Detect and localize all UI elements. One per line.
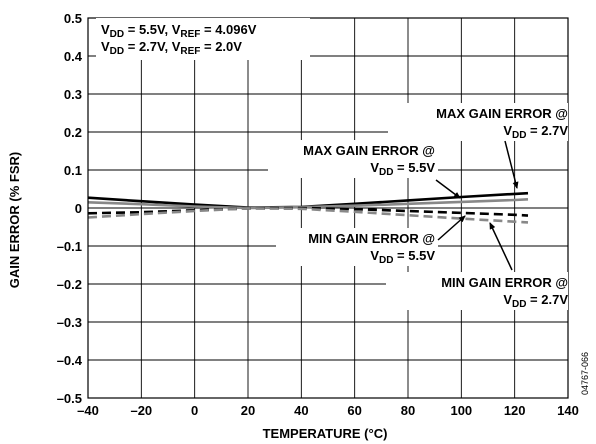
x-tick-label: 140 — [557, 403, 579, 418]
annotation-bg-min-5v5 — [276, 228, 438, 266]
y-axis-label: GAIN ERROR (% FSR) — [7, 152, 22, 289]
annotation-bg-max-5v5 — [268, 140, 438, 178]
annotation-bg-max-2v7 — [388, 103, 568, 141]
arrow-max-5v5 — [435, 179, 461, 199]
y-tick-label: –0.1 — [57, 239, 82, 254]
plot-frame — [87, 17, 569, 399]
y-tick-label: –0.4 — [57, 353, 83, 368]
y-tick-label: 0.3 — [64, 87, 82, 102]
y-tick-label: –0.2 — [57, 277, 82, 292]
y-tick-label: 0 — [75, 201, 82, 216]
x-tick-label: –40 — [77, 403, 99, 418]
y-tick-label: 0.2 — [64, 125, 82, 140]
y-tick-labels: 0.5 0.4 0.3 0.2 0.1 0 –0.1 –0.2 –0.3 –0.4 –0.5 — [57, 11, 83, 406]
annotation-bg-min-2v7 — [386, 272, 568, 310]
x-tick-label: 120 — [504, 403, 526, 418]
arrow-max-2v7 — [504, 140, 519, 189]
series-group — [87, 191, 529, 224]
annotation-min-2v7-line2: VDD = 2.7V — [503, 292, 568, 310]
y-tick-label: –0.3 — [57, 315, 82, 330]
arrow-min-2v7 — [489, 222, 513, 271]
series-line-2 — [87, 206, 529, 217]
y-tick-label: –0.5 — [57, 391, 82, 406]
annotation-min-2v7-line1: MIN GAIN ERROR @ — [441, 275, 568, 290]
condition-line-1: VDD = 5.5V, VREF = 4.096V — [101, 22, 257, 40]
condition-line-2: VDD = 2.7V, VREF = 2.0V — [101, 39, 242, 57]
y-tick-label: 0.1 — [64, 163, 82, 178]
figure-code: 04767-066 — [580, 352, 590, 395]
x-tick-label: –20 — [130, 403, 152, 418]
annotation-max-2v7-line2: VDD = 2.7V — [503, 123, 568, 141]
x-tick-label: 40 — [294, 403, 308, 418]
annotation-min-5v5-line2: VDD = 5.5V — [370, 248, 435, 266]
annotation-max-5v5-line1: MAX GAIN ERROR @ — [303, 143, 435, 158]
x-tick-label: 20 — [241, 403, 255, 418]
annotation-max-2v7-line1: MAX GAIN ERROR @ — [436, 106, 568, 121]
arrow-min-5v5 — [437, 215, 466, 241]
x-tick-label: 100 — [450, 403, 472, 418]
y-tick-label: 0.4 — [64, 49, 83, 64]
series-line-3 — [87, 207, 529, 224]
annotation-max-5v5-line2: VDD = 5.5V — [370, 160, 435, 178]
x-tick-labels: –40 –20 0 20 40 60 80 100 120 140 — [77, 403, 579, 418]
x-tick-label: 80 — [401, 403, 415, 418]
series-line-1 — [87, 198, 529, 210]
annotation-min-5v5-line1: MIN GAIN ERROR @ — [308, 231, 435, 246]
x-axis-label: TEMPERATURE (°C) — [263, 426, 388, 441]
x-tick-label: 0 — [191, 403, 198, 418]
y-tick-label: 0.5 — [64, 11, 82, 26]
conditions-box-bg — [96, 18, 310, 60]
x-tick-label: 60 — [347, 403, 361, 418]
